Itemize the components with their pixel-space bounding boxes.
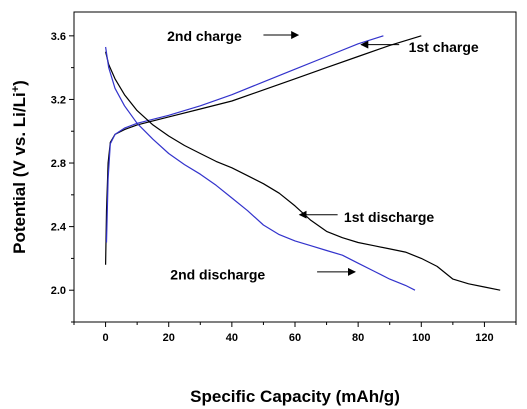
annotation-ann-1st-discharge: 1st discharge — [344, 209, 434, 225]
series-line-first-charge — [105, 35, 422, 265]
x-axis-label: Specific Capacity (mAh/g) — [190, 387, 400, 406]
x-tick-label-6: 120 — [475, 332, 493, 344]
series-line-second-discharge — [105, 46, 416, 291]
x-tick-label-4: 80 — [352, 332, 364, 344]
axis-ticks: 0 20 40 60 80 100 120 2.0 2.4 2.8 3.2 3.6 — [51, 31, 517, 344]
x-tick-label-3: 60 — [289, 332, 301, 344]
series-lines — [105, 35, 501, 291]
y-tick-label-3: 3.2 — [51, 94, 66, 106]
y-tick-label-2: 2.8 — [51, 158, 66, 170]
x-tick-label-5: 100 — [412, 332, 430, 344]
x-tick-label-0: 0 — [103, 332, 109, 344]
x-tick-label-1: 20 — [163, 332, 175, 344]
annotations: 2nd charge 1st charge 1st discharge 2nd dis… — [167, 28, 479, 282]
y-axis-label-end: ) — [10, 80, 29, 86]
plot-frame — [73, 11, 517, 323]
annotation-ann-2nd-charge: 2nd charge — [167, 28, 242, 44]
y-tick-label-1: 2.4 — [51, 222, 67, 234]
x-tick-label-2: 40 — [226, 332, 238, 344]
y-axis-label: Potential (V vs. Li/Li+) — [10, 80, 29, 254]
y-tick-label-0: 2.0 — [51, 285, 66, 297]
series-line-first-discharge — [105, 51, 501, 291]
y-axis-label-main: Potential (V vs. Li/Li — [10, 92, 29, 254]
annotation-ann-1st-charge: 1st charge — [409, 39, 479, 55]
annotation-ann-2nd-discharge: 2nd discharge — [170, 266, 265, 282]
y-tick-label-4: 3.6 — [51, 31, 66, 43]
y-axis-label-superscript: + — [10, 86, 22, 92]
series-line-second-charge — [105, 35, 384, 243]
